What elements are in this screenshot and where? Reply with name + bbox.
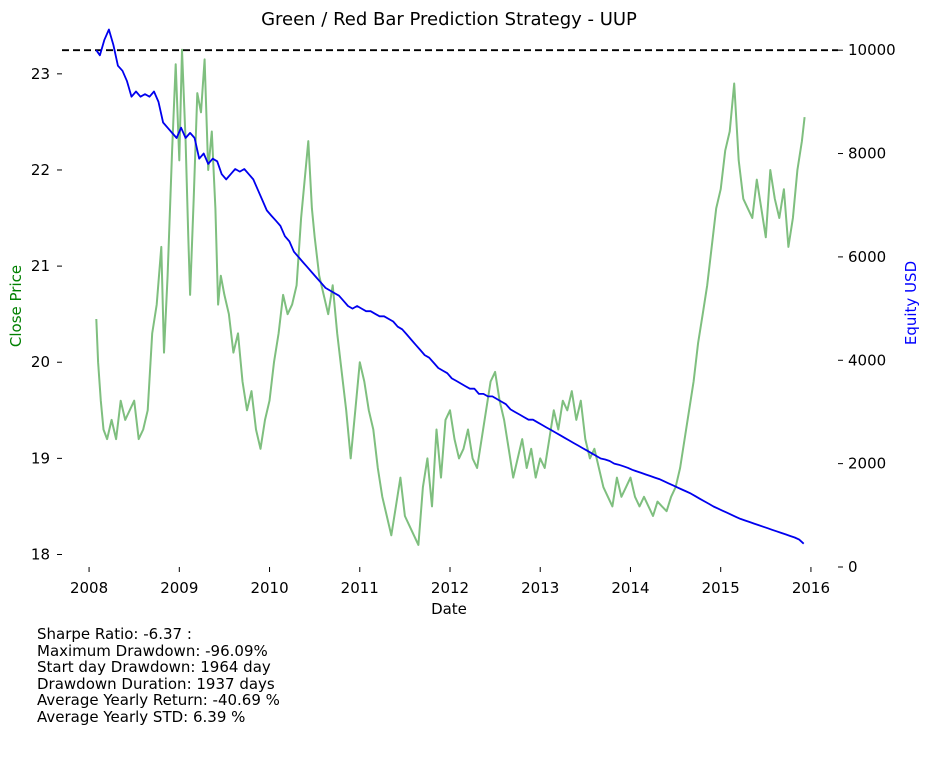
right-tick-label-0: 0 <box>848 558 858 576</box>
right-tick-label-1: 2000 <box>848 455 886 473</box>
right-tick-label-3: 6000 <box>848 248 886 266</box>
x-tick-label-6: 2014 <box>611 579 649 597</box>
left-axis-label: Close Price <box>7 265 25 347</box>
right-axis-label: Equity USD <box>902 261 920 345</box>
yearly-return-text: Average Yearly Return: -40.69 % <box>37 691 280 709</box>
close-price-line <box>95 48 806 546</box>
series-group <box>95 28 806 546</box>
x-tick-label-7: 2015 <box>702 579 740 597</box>
right-axis-ticks: 0 2000 4000 6000 8000 10000 <box>838 41 896 576</box>
left-tick-label-5: 23 <box>31 65 50 83</box>
x-tick-label-0: 2008 <box>70 579 108 597</box>
stats-panel: Sharpe Ratio: -6.37 : Maximum Drawdown: … <box>37 626 280 725</box>
x-tick-label-1: 2009 <box>160 579 198 597</box>
chart-canvas: Green / Red Bar Prediction Strategy - UU… <box>7 9 920 618</box>
x-tick-label-8: 2016 <box>792 579 830 597</box>
x-tick-label-2: 2010 <box>250 579 288 597</box>
drawdown-start-text: Start day Drawdown: 1964 day <box>37 658 271 676</box>
left-tick-label-4: 22 <box>31 161 50 179</box>
right-tick-label-2: 4000 <box>848 351 886 369</box>
x-tick-label-3: 2011 <box>341 579 379 597</box>
left-tick-label-3: 21 <box>31 257 50 275</box>
chart-title: Green / Red Bar Prediction Strategy - UU… <box>261 9 637 30</box>
x-tick-label-4: 2012 <box>431 579 469 597</box>
x-axis-label: Date <box>431 600 467 618</box>
sharpe-ratio-text: Sharpe Ratio: -6.37 : <box>37 625 192 643</box>
left-tick-label-1: 19 <box>31 449 50 467</box>
right-tick-label-4: 8000 <box>848 145 886 163</box>
left-tick-label-0: 18 <box>31 546 50 564</box>
equity-line <box>95 28 805 545</box>
yearly-std-text: Average Yearly STD: 6.39 % <box>37 707 246 726</box>
x-axis-ticks: 2008 2009 2010 2011 2012 2013 2014 2015 2016 <box>70 567 830 597</box>
right-tick-label-5: 10000 <box>848 41 896 59</box>
left-axis-ticks: 18 19 20 21 22 23 <box>31 65 62 564</box>
left-tick-label-2: 20 <box>31 353 50 371</box>
x-tick-label-5: 2013 <box>521 579 559 597</box>
drawdown-duration-text: Drawdown Duration: 1937 days <box>37 674 275 693</box>
max-drawdown-text: Maximum Drawdown: -96.09% <box>37 641 268 660</box>
